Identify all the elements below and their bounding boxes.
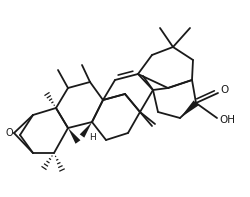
Polygon shape (80, 122, 92, 138)
Text: O: O (219, 85, 227, 95)
Text: O: O (5, 128, 13, 138)
Polygon shape (68, 128, 80, 144)
Text: H: H (89, 134, 96, 142)
Polygon shape (179, 100, 198, 118)
Text: OH: OH (218, 115, 234, 125)
